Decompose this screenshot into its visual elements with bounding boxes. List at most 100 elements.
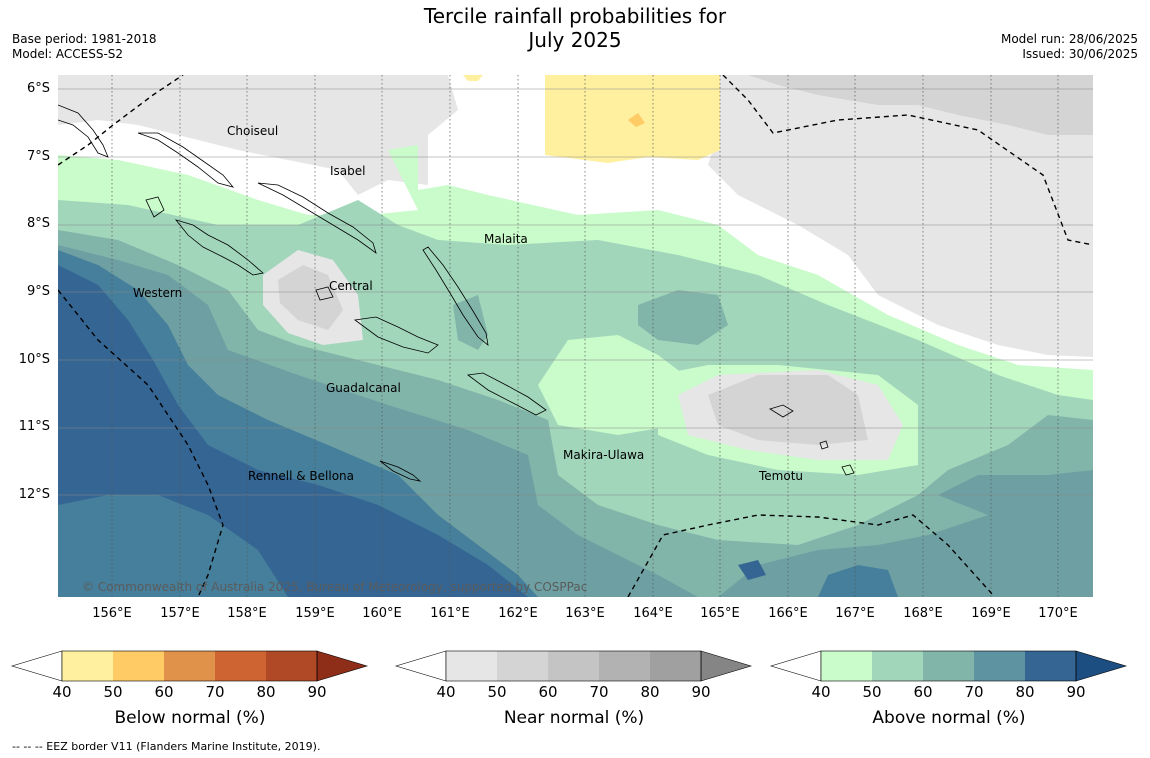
colorbar-swatch: [497, 651, 548, 681]
lon-label: 162°E: [498, 606, 538, 621]
colorbar-arrow-high: [1075, 650, 1128, 682]
lon-label: 160°E: [362, 606, 402, 621]
colorbar-tick: 70: [205, 683, 225, 701]
near-normal-north-region: [58, 75, 458, 195]
below-normal-40-small: [463, 75, 483, 81]
new-georgia-islands: [174, 219, 264, 276]
copyright-notice: © Commonwealth of Australia 2025, Bureau…: [82, 580, 588, 594]
lat-label: 11°S: [18, 419, 50, 434]
colorbar-below-normal: [10, 650, 370, 686]
eez-footnote: -- -- -- EEZ border V11 (Flanders Marine…: [12, 740, 321, 753]
lat-label: 10°S: [18, 352, 50, 367]
colorbar-tick: 40: [52, 683, 72, 701]
colorbar-tick: 70: [964, 683, 984, 701]
lon-label: 161°E: [430, 606, 470, 621]
colorbar-title-below-normal: Below normal (%): [114, 708, 266, 728]
above-normal-80-patch: [818, 565, 898, 597]
colorbar-swatch: [62, 651, 113, 681]
colorbar-tick: 90: [691, 683, 711, 701]
makira-island: [466, 372, 547, 416]
colorbar-tick: 50: [487, 683, 507, 701]
title-line-2: July 2025: [528, 28, 622, 52]
place-label-rennell-bellona: Rennell & Bellona: [248, 469, 355, 483]
eez-border-nw: [58, 75, 184, 166]
colorbar-tick: 60: [154, 683, 174, 701]
place-label-central: Central: [329, 279, 373, 293]
place-label-choiseul: Choiseul: [227, 124, 279, 138]
lon-label: 164°E: [633, 606, 673, 621]
colorbar-outline: [820, 650, 1077, 682]
model-text: Model: ACCESS-S2: [12, 47, 124, 61]
map-title: Tercile rainfall probabilities for July …: [0, 4, 1150, 52]
choiseul-island: [137, 132, 235, 188]
base-period-text: Base period: 1981-2018: [12, 32, 157, 46]
colorbar-swatch: [923, 651, 974, 681]
colorbar-arrow-high: [316, 650, 369, 682]
model-run-text: Model run: 28/06/2025: [1000, 32, 1138, 46]
lon-label: 166°E: [768, 606, 808, 621]
colorbar-swatch: [599, 651, 650, 681]
colorbar-swatch: [164, 651, 215, 681]
map-panel[interactable]: [58, 75, 1093, 597]
above-normal-90-core: [58, 265, 528, 597]
lon-label: 156°E: [92, 606, 132, 621]
longitude-gridlines: [111, 75, 1059, 597]
lon-label: 167°E: [835, 606, 875, 621]
issued-text: Issued: 30/06/2025: [1022, 47, 1138, 61]
near-normal-darker-northeast: [748, 75, 1093, 135]
probability-map: [58, 75, 1093, 597]
place-label-temotu: Temotu: [759, 469, 804, 483]
colorbar-title-above-normal: Above normal (%): [872, 708, 1026, 728]
colorbar-arrow-low: [10, 650, 63, 682]
nggela-islands: [315, 286, 334, 301]
lon-label: 159°E: [295, 606, 335, 621]
place-label-western: Western: [133, 286, 183, 300]
colorbar-arrow-high: [700, 650, 753, 682]
place-label-guadalcanal: Guadalcanal: [326, 381, 401, 395]
colorbar-swatch: [974, 651, 1025, 681]
place-label-malaita: Malaita: [484, 232, 528, 246]
lon-label: 157°E: [160, 606, 200, 621]
colorbar-near-normal-swatches: [394, 650, 753, 682]
colorbar-outline: [445, 650, 702, 682]
colorbar-swatch: [113, 651, 164, 681]
meta-left: Base period: 1981-2018 Model: ACCESS-S2: [12, 32, 157, 62]
latitude-gridlines: [58, 88, 1093, 496]
guadalcanal-island: [353, 316, 439, 354]
lat-label: 12°S: [18, 487, 50, 502]
lat-label: 7°S: [26, 149, 50, 164]
colorbar-tick: 60: [913, 683, 933, 701]
eez-border-se: [627, 514, 994, 597]
place-label-isabel: Isabel: [330, 164, 366, 178]
colorbar-arrow-low: [394, 650, 447, 682]
colorbar-swatch: [650, 651, 701, 681]
colorbar-swatch: [215, 651, 266, 681]
colorbar-above-normal: [769, 650, 1129, 686]
lon-label: 165°E: [700, 606, 740, 621]
colorbar-below-normal-swatches: [10, 650, 369, 682]
lat-label: 8°S: [26, 216, 50, 231]
above-normal-60-patch-central: [453, 295, 488, 350]
colorbar-tick: 90: [307, 683, 327, 701]
above-normal-90-patch: [738, 560, 766, 580]
title-line-1: Tercile rainfall probabilities for: [423, 4, 727, 28]
colorbar-tick: 70: [589, 683, 609, 701]
colorbar-arrow-low: [769, 650, 822, 682]
colorbar-tick: 50: [862, 683, 882, 701]
colorbar-above-normal-swatches: [769, 650, 1128, 682]
lon-label: 158°E: [227, 606, 267, 621]
malaita-island: [422, 246, 489, 346]
lon-label: 168°E: [903, 606, 943, 621]
bougainville-coast: [58, 104, 109, 158]
lon-label: 163°E: [565, 606, 605, 621]
isabel-island: [257, 182, 377, 255]
colorbar-swatch: [1025, 651, 1076, 681]
coastlines: [58, 104, 855, 482]
eez-border-ne: [722, 75, 1093, 246]
place-label-makira-ulawa: Makira-Ulawa: [563, 448, 645, 462]
temotu-small-2: [841, 464, 855, 476]
lon-label: 169°E: [971, 606, 1011, 621]
meta-right: Model run: 28/06/2025 Issued: 30/06/2025: [1001, 32, 1138, 62]
eez-borders: [58, 75, 1093, 597]
below-normal-50-patch: [628, 113, 645, 127]
